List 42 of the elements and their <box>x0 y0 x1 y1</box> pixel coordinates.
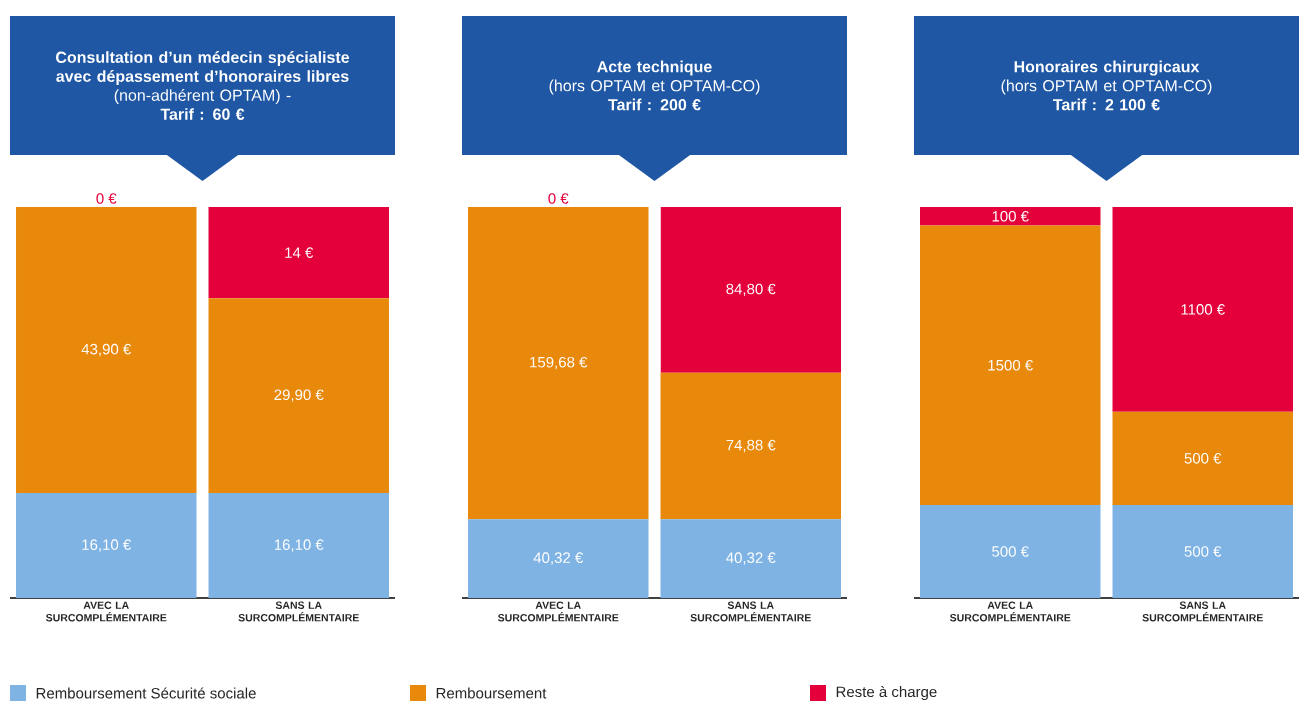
bar <box>1112 411 1293 505</box>
data-label: 40,32 € <box>726 552 776 565</box>
data-label: 100 € <box>992 210 1029 222</box>
legend-label: Remboursement Sécurité sociale <box>36 687 256 699</box>
data-label: 43,90 € <box>81 343 132 357</box>
x-tick-label: SANS LA SURCOMPLÉMENTAIRE <box>1142 601 1263 622</box>
data-label: 1500 € <box>988 359 1033 371</box>
data-label: 500 € <box>1184 453 1222 464</box>
chart-subtitle: (hors OPTAM et OPTAM-CO) <box>549 79 760 95</box>
chart-title: Acte technique <box>597 60 712 76</box>
data-label: 29,90 € <box>274 389 324 402</box>
x-tick-label: SANS LA SURCOMPLÉMENTAIRE <box>690 601 811 622</box>
data-label: 159,68 € <box>530 356 588 370</box>
data-label: 0 € <box>548 193 569 204</box>
chart-title: Consultation d’un médecin spécialiste avec dépassement d’honoraires libres <box>56 51 350 86</box>
data-label: 40,32 € <box>533 552 584 565</box>
legend-label: Remboursement <box>436 687 547 699</box>
data-label: 16,10 € <box>82 539 132 552</box>
bar <box>1112 206 1293 412</box>
bar <box>920 225 1101 505</box>
bar <box>1112 504 1293 598</box>
data-label: 16,10 € <box>274 539 324 552</box>
chart-subtitle: (hors OPTAM et OPTAM-CO) <box>1001 79 1212 95</box>
bar <box>920 206 1101 226</box>
text: Tarif : 2 100 € <box>1053 98 1160 111</box>
data-label: 500 € <box>1184 546 1222 557</box>
data-label: 14 € <box>285 247 314 258</box>
legend-label: Reste à charge <box>836 685 937 701</box>
bar <box>920 504 1101 598</box>
chart-title: Honoraires chirurgicaux <box>1014 60 1200 76</box>
x-tick-label: AVEC LA SURCOMPLÉMENTAIRE <box>45 601 167 622</box>
data-label: 84,80 € <box>726 283 776 297</box>
text: Tarif : 200 € <box>608 98 701 111</box>
x-tick-label: AVEC LA SURCOMPLÉMENTAIRE <box>949 601 1071 622</box>
data-label: 500 € <box>992 546 1029 557</box>
data-label: 1100 € <box>1181 304 1225 315</box>
chart-subtitle: (non-adhérent OPTAM) - <box>114 89 291 105</box>
x-tick-label: SANS LA SURCOMPLÉMENTAIRE <box>238 601 359 622</box>
data-label: 74,88 € <box>726 439 776 453</box>
data-label: 0 € <box>96 193 117 204</box>
text: Tarif : 60 € <box>160 108 245 120</box>
x-tick-label: AVEC LA SURCOMPLÉMENTAIRE <box>497 601 619 622</box>
